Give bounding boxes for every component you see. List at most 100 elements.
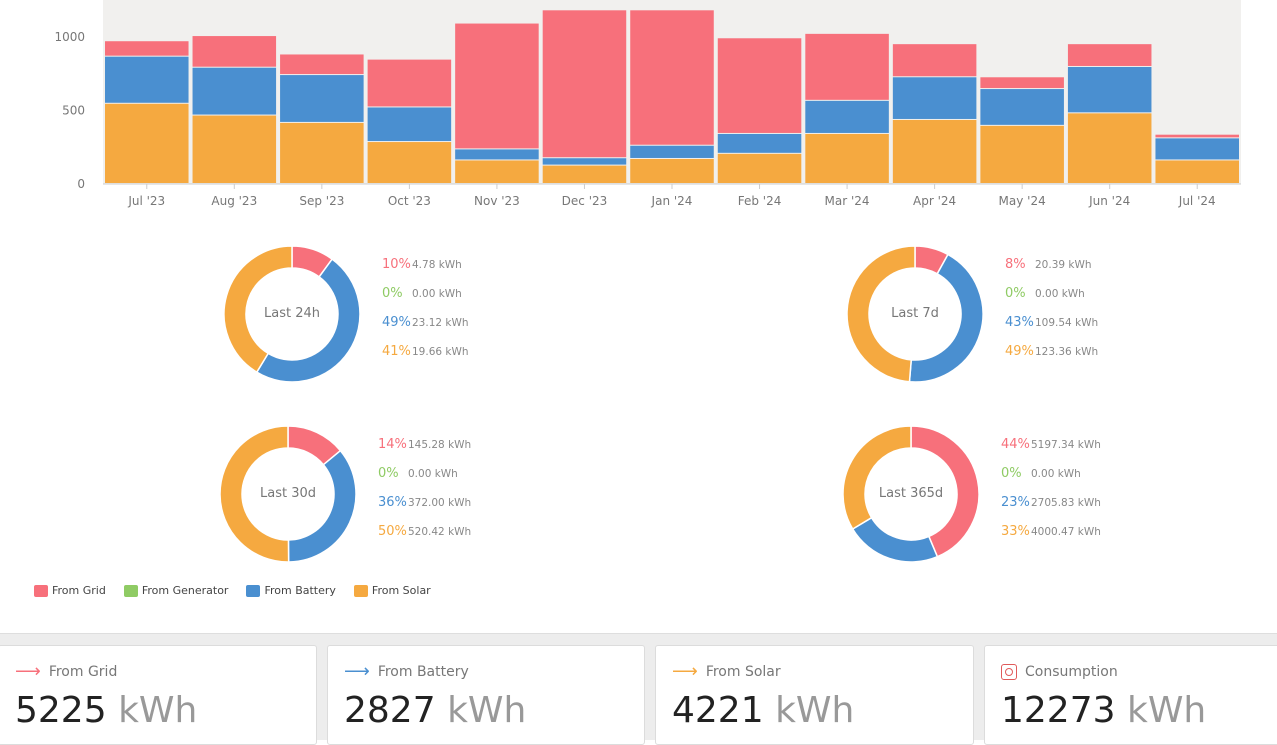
bar-segment[interactable] xyxy=(455,149,539,160)
bar-segment[interactable] xyxy=(980,89,1064,125)
bar-segment[interactable] xyxy=(455,160,539,183)
legend-item[interactable]: From Battery xyxy=(246,584,336,597)
slice-kwh: 0.00 kWh xyxy=(412,288,462,300)
donut-slice[interactable] xyxy=(851,516,939,563)
bar-segment[interactable] xyxy=(630,145,714,158)
arrow-right-icon: ⟶ xyxy=(344,661,370,682)
card-from-solar[interactable]: ⟶ From Solar 4221 kWh xyxy=(655,645,974,745)
slice-kwh: 372.00 kWh xyxy=(408,497,472,509)
bar-segment[interactable] xyxy=(367,107,452,142)
donut-legend: 8% 20.39 kWh 0% 0.00 kWh 43%109.54 kWh 49%123… xyxy=(1005,254,1098,370)
bar-segment[interactable] xyxy=(892,119,977,183)
bar-segment[interactable] xyxy=(542,10,627,158)
bar-segment[interactable] xyxy=(980,125,1064,183)
slice-percent: 44% xyxy=(1001,437,1030,452)
bar-segment[interactable] xyxy=(192,115,277,183)
bar-segment[interactable] xyxy=(630,10,714,145)
bar-segment[interactable] xyxy=(805,33,889,100)
bar-segment[interactable] xyxy=(192,67,277,115)
bar-segment[interactable] xyxy=(717,153,802,183)
arrow-right-icon: ⟶ xyxy=(15,661,41,682)
bar-segment[interactable] xyxy=(542,165,627,183)
bar-segment[interactable] xyxy=(367,142,452,183)
card-title: From Solar xyxy=(705,664,781,680)
bar-segment[interactable] xyxy=(455,23,539,149)
legend-item[interactable]: From Grid xyxy=(34,584,106,597)
slice-kwh: 5197.34 kWh xyxy=(1031,439,1101,451)
legend-label: From Generator xyxy=(141,584,229,597)
donut-slice[interactable] xyxy=(287,449,357,563)
bar-segment[interactable] xyxy=(1155,138,1239,160)
donut-legend-row: 23%2705.83 kWh xyxy=(1001,492,1101,521)
slice-kwh: 109.54 kWh xyxy=(1035,317,1099,329)
bar-segment[interactable] xyxy=(892,77,977,119)
donut-legend-row: 10%4.78 kWh xyxy=(382,254,469,283)
bar-segment[interactable] xyxy=(1155,160,1239,183)
donut-legend-row: 50%520.42 kWh xyxy=(378,521,471,550)
bar-segment[interactable] xyxy=(1067,113,1152,183)
bar-segment[interactable] xyxy=(280,54,364,75)
slice-percent: 0% xyxy=(378,466,399,481)
donut-slice[interactable] xyxy=(219,425,290,563)
bar-segment[interactable] xyxy=(367,59,452,107)
bar-segment[interactable] xyxy=(105,103,189,183)
x-tick-label: Jun '24 xyxy=(1088,194,1130,208)
donut-slice[interactable] xyxy=(910,425,980,558)
x-tick-label: Dec '23 xyxy=(562,194,608,208)
power-outlet-icon xyxy=(1001,664,1017,680)
slice-kwh: 4000.47 kWh xyxy=(1031,526,1101,538)
bar-segment[interactable] xyxy=(1067,66,1152,113)
bar-segment[interactable] xyxy=(280,122,364,183)
legend-swatch xyxy=(246,584,261,597)
bar-segment[interactable] xyxy=(805,100,889,133)
donut-legend-row: 43%109.54 kWh xyxy=(1005,312,1098,341)
donut-slice[interactable] xyxy=(842,425,912,531)
bar-segment[interactable] xyxy=(1067,44,1152,66)
slice-percent: 36% xyxy=(378,495,407,510)
bar-segment[interactable] xyxy=(105,56,189,103)
donut-center-label: Last 7d xyxy=(891,306,939,321)
card-title: From Grid xyxy=(48,664,118,680)
bar-segment[interactable] xyxy=(1155,134,1239,138)
donut-slice[interactable] xyxy=(255,258,361,383)
bar-segment[interactable] xyxy=(105,41,189,56)
card-title: Consumption xyxy=(1025,664,1118,680)
card-from-grid[interactable]: ⟶ From Grid 5225 kWh xyxy=(0,645,317,745)
bar-segment[interactable] xyxy=(542,158,627,165)
slice-percent: 8% xyxy=(1005,257,1026,272)
slice-percent: 14% xyxy=(378,437,407,452)
legend-item[interactable]: From Solar xyxy=(353,584,431,597)
donut-center-label: Last 30d xyxy=(259,486,316,501)
bar-segment[interactable] xyxy=(717,38,802,133)
card-consumption[interactable]: Consumption 12273 kWh xyxy=(984,645,1277,745)
slice-percent: 41% xyxy=(382,344,411,359)
donut-legend-row: 0% 0.00 kWh xyxy=(1005,283,1098,312)
monthly-consumption-chart: 0 500 1000 Jul '23 Aug '23 Sep '23 Oct '23 Nov … xyxy=(54,0,1241,208)
bar-segment[interactable] xyxy=(805,133,889,183)
slice-percent: 23% xyxy=(1001,495,1030,510)
legend-item[interactable]: From Generator xyxy=(123,584,229,597)
donut-slice[interactable] xyxy=(846,245,916,383)
donut-slice[interactable] xyxy=(223,245,293,374)
slice-percent: 50% xyxy=(378,524,407,539)
arrow-right-icon: ⟶ xyxy=(672,661,698,682)
bar-segment[interactable] xyxy=(630,158,714,183)
x-tick-label: Apr '24 xyxy=(913,194,956,208)
donut-legend-row: 33%4000.47 kWh xyxy=(1001,521,1101,550)
x-tick-label: Aug '23 xyxy=(211,194,257,208)
slice-percent: 0% xyxy=(1001,466,1022,481)
legend-swatch xyxy=(123,584,138,597)
x-tick-label: Jul '23 xyxy=(127,194,165,208)
card-value: 2827 xyxy=(344,690,436,731)
slice-percent: 10% xyxy=(382,257,411,272)
slice-kwh: 19.66 kWh xyxy=(412,346,469,358)
bar-segment[interactable] xyxy=(980,77,1064,89)
bar-segment[interactable] xyxy=(192,36,277,67)
donut-last-30d: Last 30d 14%145.28 kWh 0% 0.00 kWh 36%372.00… xyxy=(218,424,518,564)
slice-kwh: 0.00 kWh xyxy=(408,468,458,480)
bar-segment[interactable] xyxy=(892,44,977,77)
bar-segment[interactable] xyxy=(280,75,364,122)
card-from-battery[interactable]: ⟶ From Battery 2827 kWh xyxy=(327,645,645,745)
bar-segment[interactable] xyxy=(717,133,802,153)
y-tick-label: 500 xyxy=(62,103,85,117)
